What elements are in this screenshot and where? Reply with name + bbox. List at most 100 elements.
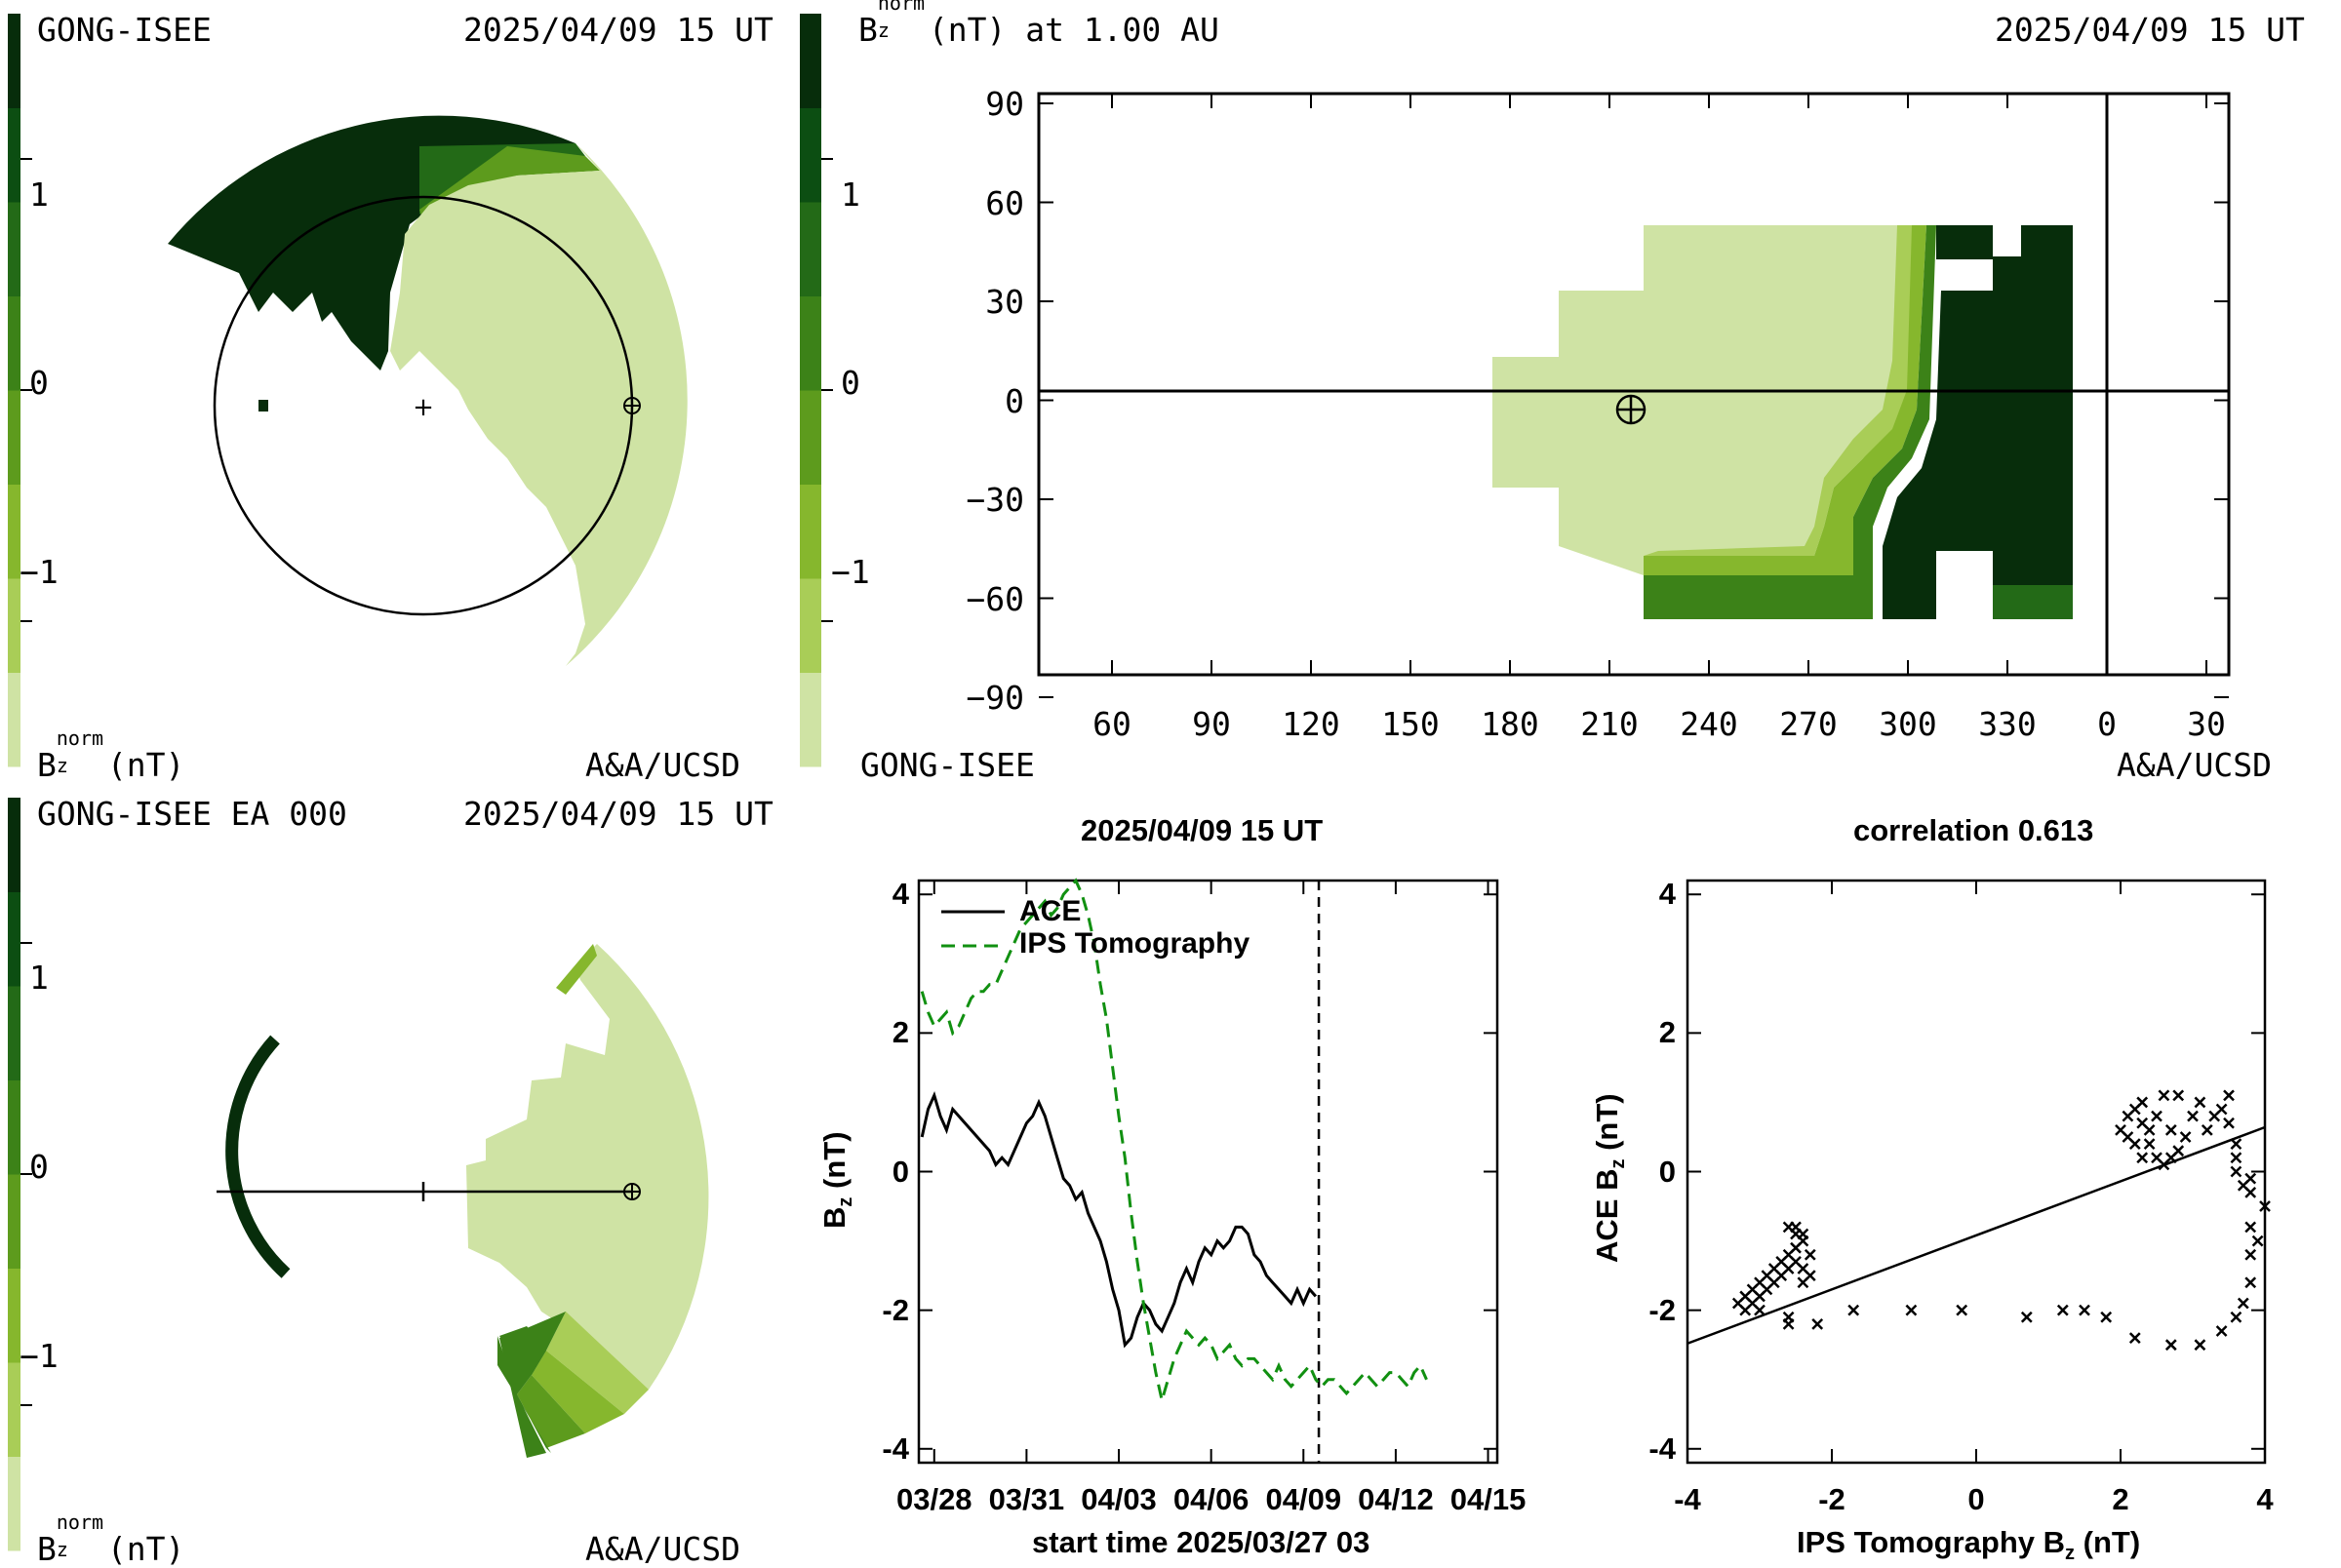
sc-title: correlation 0.613 bbox=[1853, 813, 2094, 847]
bl-colorbar-segment bbox=[8, 1362, 20, 1457]
sc-frame bbox=[1686, 879, 2267, 1465]
tr-y-tick-label: 60 bbox=[985, 183, 1024, 222]
sc-fit-line bbox=[1686, 1125, 2266, 1345]
tr-colorbar-segment bbox=[800, 672, 821, 767]
tr-x-tick-label: 120 bbox=[1282, 705, 1340, 743]
sc-y-tick-label: 0 bbox=[1658, 1154, 1676, 1189]
tr-colorbar-segment bbox=[800, 202, 821, 296]
tr-date-label: 2025/04/09 15 UT bbox=[1995, 11, 2305, 49]
bl-green-sector-2 bbox=[532, 1351, 624, 1433]
sc-x-tick-label: -4 bbox=[1674, 1482, 1701, 1516]
ts-x-tick-label: 04/09 bbox=[1265, 1482, 1342, 1516]
sc-point bbox=[2223, 1089, 2235, 1102]
tr-cb-tick-0: 0 bbox=[841, 364, 860, 402]
sc-point bbox=[1804, 1270, 1816, 1281]
sc-point bbox=[2100, 1311, 2113, 1323]
sc-point bbox=[2115, 1123, 2126, 1136]
tr-y-tick-label: −90 bbox=[966, 679, 1024, 717]
sc-point bbox=[2244, 1248, 2257, 1261]
tr-dark-region bbox=[1883, 225, 2073, 619]
tr-green-band-3 bbox=[1644, 225, 1936, 619]
ts-x-tick-label: 04/15 bbox=[1449, 1482, 1527, 1516]
tl-source-label: GONG-ISEE bbox=[37, 11, 212, 49]
ts-y-tick-label: 2 bbox=[892, 1015, 909, 1050]
tl-colorbar-segment bbox=[8, 295, 20, 391]
sc-point bbox=[2136, 1152, 2149, 1164]
sc-point bbox=[2158, 1089, 2170, 1102]
ts-y-tick-label: 4 bbox=[892, 877, 909, 912]
ts-x-tick-label: 04/06 bbox=[1172, 1482, 1250, 1516]
tr-earth-icon bbox=[1615, 394, 1647, 425]
sc-point bbox=[2128, 1332, 2141, 1344]
tl-colorbar-segment bbox=[8, 578, 20, 673]
sc-point bbox=[2194, 1096, 2206, 1109]
sc-point bbox=[2020, 1311, 2033, 1323]
ts-x-tick-label: 04/12 bbox=[1358, 1482, 1434, 1516]
tl-colorbar-segment bbox=[8, 107, 20, 203]
bl-tick-1: 1 bbox=[29, 959, 49, 997]
sc-point bbox=[2244, 1221, 2257, 1234]
tr-light-region bbox=[1492, 225, 1912, 575]
ts-x-tick-label: 03/31 bbox=[988, 1482, 1065, 1516]
sc-point bbox=[2179, 1131, 2192, 1143]
sc-point bbox=[2187, 1110, 2199, 1122]
sc-point bbox=[2244, 1172, 2257, 1185]
sc-point bbox=[2215, 1325, 2228, 1337]
tr-colorbar-segment bbox=[800, 390, 821, 485]
tr-x-tick-label: 0 bbox=[2097, 705, 2117, 743]
tl-colorbar-segment bbox=[8, 672, 20, 767]
sc-point bbox=[2230, 1311, 2242, 1323]
sc-point bbox=[2259, 1200, 2271, 1212]
tr-x-tick-label: 300 bbox=[1879, 705, 1937, 743]
bl-green-sector-5 bbox=[499, 1312, 566, 1458]
bl-date-label: 2025/04/09 15 UT bbox=[463, 795, 774, 833]
bl-green-sliver bbox=[556, 944, 597, 995]
tr-y-tick-label: 0 bbox=[1005, 381, 1024, 420]
sc-point bbox=[2151, 1110, 2162, 1122]
tr-colorbar-segment bbox=[800, 295, 821, 391]
tl-tick-1: 1 bbox=[29, 176, 49, 214]
sc-x-tick-label: -2 bbox=[1818, 1482, 1845, 1516]
tl-shading bbox=[168, 115, 688, 666]
ts-x-tick-label: 03/28 bbox=[895, 1482, 972, 1516]
sc-point bbox=[2201, 1123, 2213, 1136]
tr-colorbar-segment bbox=[800, 107, 821, 203]
tr-cb-tick-1: 1 bbox=[841, 176, 860, 214]
sc-point bbox=[1804, 1248, 1816, 1261]
ts-y-tick-label: -4 bbox=[882, 1431, 909, 1466]
sc-point bbox=[2128, 1138, 2141, 1150]
tr-credit: A&A/UCSD bbox=[2117, 746, 2272, 784]
bl-earth-icon bbox=[623, 1183, 641, 1200]
bl-colorbar-segment bbox=[8, 986, 20, 1080]
sc-point bbox=[2230, 1152, 2242, 1164]
tr-x-tick-label: 240 bbox=[1680, 705, 1738, 743]
bl-source-label: GONG-ISEE EA 000 bbox=[37, 795, 347, 833]
sc-point bbox=[2079, 1304, 2090, 1316]
tr-x-tick-label: 330 bbox=[1978, 705, 2037, 743]
tl-tick-0: 0 bbox=[29, 364, 49, 402]
sc-point bbox=[2208, 1110, 2221, 1122]
sc-x-tick-label: 2 bbox=[2112, 1482, 2129, 1516]
tr-colorbar-segment bbox=[800, 578, 821, 673]
sc-point bbox=[2230, 1165, 2242, 1178]
sc-point bbox=[1782, 1317, 1795, 1330]
tr-cb-tick-neg1: −1 bbox=[831, 553, 870, 591]
bl-tick-0: 0 bbox=[29, 1148, 49, 1186]
tr-x-tick-label: 210 bbox=[1580, 705, 1639, 743]
ts-title: 2025/04/09 15 UT bbox=[1081, 813, 1324, 847]
sc-point bbox=[2164, 1123, 2177, 1136]
tr-x-tick-label: 270 bbox=[1779, 705, 1838, 743]
ts-series-ace bbox=[920, 1090, 1318, 1349]
ts-legend-ace: ACE bbox=[1019, 895, 1082, 927]
sc-point bbox=[2237, 1297, 2249, 1310]
tr-axis-ticks bbox=[1039, 94, 2229, 698]
tl-earth-icon bbox=[623, 397, 641, 414]
ts-series-ips bbox=[920, 878, 1428, 1406]
sc-x-tick-label: 0 bbox=[1967, 1482, 1985, 1516]
